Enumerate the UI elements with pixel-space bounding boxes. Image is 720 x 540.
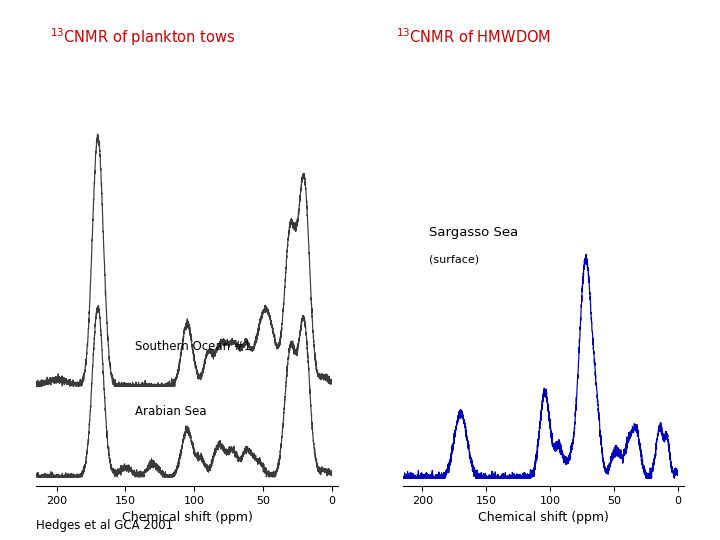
Text: Sargasso Sea: Sargasso Sea	[428, 226, 518, 239]
X-axis label: Chemical shift (ppm): Chemical shift (ppm)	[478, 511, 609, 524]
Text: Arabian Sea: Arabian Sea	[135, 404, 207, 417]
Text: Southern Ocean #1: Southern Ocean #1	[135, 340, 251, 353]
Text: Hedges et al GCA 2001: Hedges et al GCA 2001	[36, 519, 173, 532]
X-axis label: Chemical shift (ppm): Chemical shift (ppm)	[122, 511, 253, 524]
Text: $^{13}$CNMR of HMWDOM: $^{13}$CNMR of HMWDOM	[396, 28, 551, 46]
Text: (surface): (surface)	[428, 254, 479, 265]
Text: $^{13}$CNMR of plankton tows: $^{13}$CNMR of plankton tows	[50, 26, 235, 48]
